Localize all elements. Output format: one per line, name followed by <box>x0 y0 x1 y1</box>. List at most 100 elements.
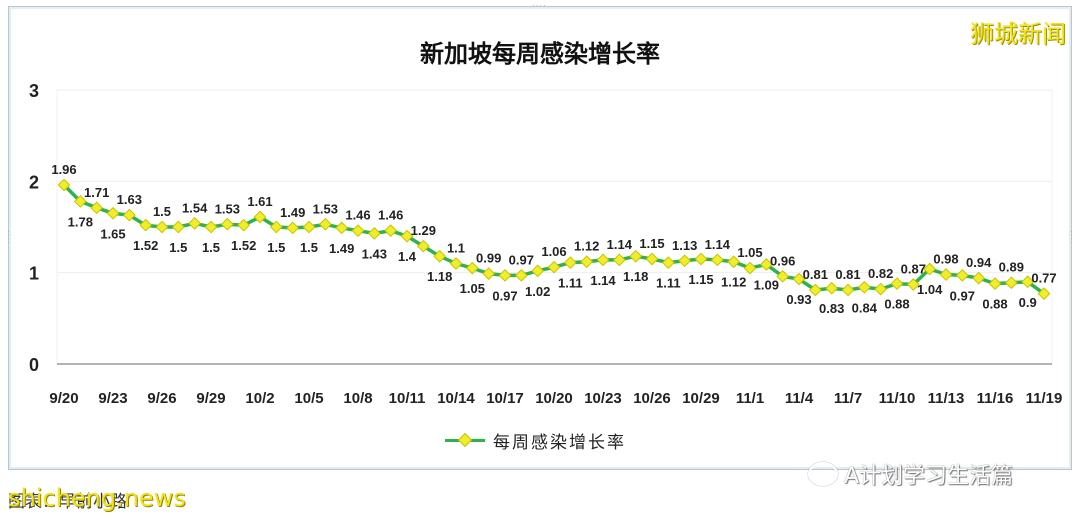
data-label: 0.77 <box>1031 271 1056 286</box>
data-label: 1.06 <box>541 244 566 259</box>
data-label: 1.15 <box>688 272 713 287</box>
data-point-marker <box>514 269 528 282</box>
data-point-marker <box>547 260 561 274</box>
data-label: 1.05 <box>737 245 762 260</box>
data-label: 1.04 <box>917 282 943 297</box>
x-tick-label: 9/23 <box>98 390 127 407</box>
data-point-marker <box>563 256 577 269</box>
data-label: 0.87 <box>901 262 926 277</box>
data-label: 1.54 <box>182 200 208 215</box>
chart-frame <box>8 6 1072 470</box>
data-label: 0.93 <box>786 292 811 307</box>
data-label: 0.88 <box>884 297 909 312</box>
data-label: 0.89 <box>999 260 1024 275</box>
x-tick-label: 11/10 <box>879 390 916 407</box>
data-label: 0.81 <box>835 267 860 282</box>
data-point-marker <box>841 283 855 297</box>
data-label: 1.09 <box>754 277 779 292</box>
legend-label: 每周感染增长率 <box>493 433 626 453</box>
x-tick-label: 11/7 <box>834 390 862 407</box>
data-label: 0.83 <box>819 301 844 316</box>
x-tick-label: 11/19 <box>1026 390 1063 407</box>
data-label: 1.46 <box>378 208 403 223</box>
data-label: 0.99 <box>476 251 501 266</box>
data-label: 1.52 <box>133 238 158 253</box>
data-point-marker <box>351 224 365 238</box>
data-label: 0.82 <box>868 266 893 281</box>
data-label: 0.94 <box>966 255 992 270</box>
data-label: 0.84 <box>852 300 878 315</box>
resize-handle-right[interactable]: ···· <box>1067 230 1076 245</box>
data-label: 0.97 <box>492 288 517 303</box>
resize-handle-left[interactable]: ···· <box>4 230 13 245</box>
data-point-marker <box>122 208 136 222</box>
data-point-marker <box>1004 276 1018 290</box>
x-tick-label: 10/8 <box>343 390 372 407</box>
data-point-marker <box>253 210 267 224</box>
data-point-marker <box>367 227 381 240</box>
data-label: 1.12 <box>574 239 599 254</box>
data-label: 1.78 <box>68 214 93 229</box>
data-label: 1.11 <box>656 276 681 291</box>
x-tick-label: 11/13 <box>928 390 965 407</box>
data-point-marker <box>1021 275 1035 289</box>
data-label: 1.13 <box>672 238 697 253</box>
data-point-marker <box>661 256 675 269</box>
wechat-watermark: A计划学习生活篇 <box>808 458 1013 490</box>
data-point-marker <box>1037 287 1051 301</box>
legend-marker-icon <box>457 432 473 448</box>
data-label: 0.88 <box>982 297 1007 312</box>
data-label: 1.5 <box>267 240 285 255</box>
data-label: 0.9 <box>1019 295 1037 310</box>
data-point-marker <box>857 280 871 294</box>
data-point-marker <box>710 253 724 267</box>
data-point-marker <box>596 253 610 267</box>
data-point-marker <box>269 220 283 234</box>
data-label: 1.5 <box>153 204 171 219</box>
legend: 每周感染增长率 <box>445 428 626 453</box>
data-label: 1.49 <box>280 205 305 220</box>
data-point-marker <box>759 258 773 271</box>
data-point-marker <box>923 262 937 276</box>
data-label: 0.97 <box>950 288 975 303</box>
data-point-marker <box>498 269 512 282</box>
data-point-marker <box>433 249 447 263</box>
data-label: 1.14 <box>607 237 633 252</box>
data-point-marker <box>237 218 251 232</box>
data-point-marker <box>825 281 839 295</box>
wechat-account-name: A计划学习生活篇 <box>844 464 1014 489</box>
data-point-marker <box>612 253 626 267</box>
data-label: 1.5 <box>169 240 187 255</box>
data-label: 1.18 <box>623 269 648 284</box>
data-label: 1.65 <box>100 226 125 241</box>
data-label: 0.98 <box>933 251 958 266</box>
data-label: 1.12 <box>721 275 746 290</box>
data-point-marker <box>384 224 398 238</box>
data-label: 1.46 <box>345 208 370 223</box>
data-label: 1.96 <box>51 162 76 177</box>
data-label: 1.5 <box>300 240 318 255</box>
y-tick-label: 0 <box>29 355 39 375</box>
data-label: 1.71 <box>84 185 109 200</box>
x-tick-label: 10/11 <box>389 390 426 407</box>
x-tick-label: 10/20 <box>535 390 573 407</box>
data-point-marker <box>335 221 349 235</box>
x-tick-label: 10/26 <box>633 390 671 407</box>
data-point-marker <box>694 252 708 266</box>
x-tick-label: 10/2 <box>245 390 274 407</box>
x-tick-label: 9/20 <box>49 390 78 407</box>
data-label: 1.43 <box>362 246 387 261</box>
data-point-marker <box>416 239 430 253</box>
data-label: 1.53 <box>313 201 338 216</box>
x-tick-label: 10/17 <box>486 390 524 407</box>
data-point-marker <box>776 269 790 283</box>
x-tick-label: 10/14 <box>437 390 475 407</box>
resize-handle-top[interactable]: ···· <box>532 1 547 10</box>
data-label: 1.4 <box>398 249 417 264</box>
data-label: 0.97 <box>509 252 534 267</box>
data-point-marker <box>318 217 332 231</box>
data-label: 1.02 <box>525 284 550 299</box>
data-label: 1.15 <box>639 236 664 251</box>
x-tick-label: 10/5 <box>294 390 323 407</box>
